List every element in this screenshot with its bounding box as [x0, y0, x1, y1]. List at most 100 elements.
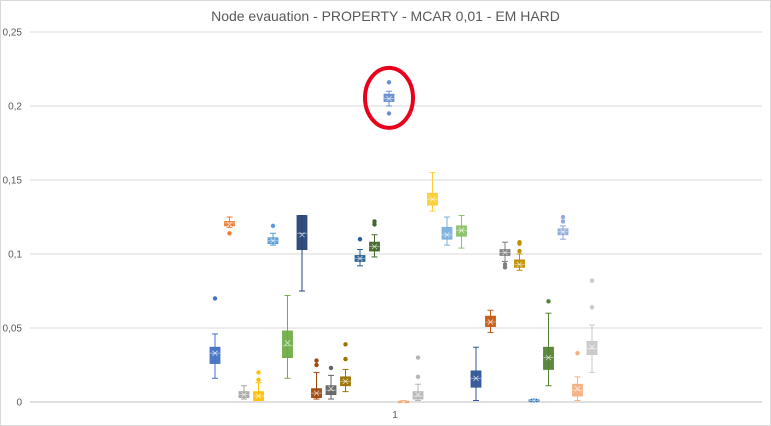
box-series-7 [296, 215, 308, 292]
box [209, 346, 221, 364]
box-series-19 [470, 346, 482, 402]
box-series-24 [543, 299, 554, 387]
box [543, 346, 554, 370]
box-series-12 [369, 219, 380, 258]
box-series-1 [209, 296, 221, 379]
y-tick-label: 0,25 [3, 28, 23, 39]
box-series-10 [340, 342, 351, 393]
box-series-25 [557, 214, 569, 240]
mean-marker [415, 391, 421, 398]
mean-marker [545, 354, 552, 361]
outlier-point [270, 223, 276, 229]
box [514, 259, 525, 268]
outlier-point [546, 299, 551, 304]
y-tick-label: 0,15 [3, 176, 23, 187]
outlier-point [256, 377, 261, 382]
mean-marker [531, 397, 537, 404]
box-series-26 [572, 350, 583, 402]
outlier-point [386, 111, 392, 116]
y-tick-label: 0,2 [8, 102, 22, 113]
mean-marker [284, 340, 291, 346]
outlier-point [357, 237, 363, 242]
y-tick-label: 0,05 [3, 324, 23, 335]
box [470, 370, 482, 388]
box-series-27 [586, 278, 598, 373]
box [383, 93, 395, 102]
box-series-16 [427, 172, 438, 212]
outlier-point [386, 80, 392, 85]
box-series-3 [238, 385, 250, 400]
mean-marker [241, 391, 247, 398]
mean-marker [429, 196, 436, 203]
box-series [209, 80, 598, 405]
x-tick-label: 1 [392, 410, 398, 421]
outlier-point [372, 219, 377, 224]
mean-marker [487, 319, 494, 325]
outlier-point [560, 214, 566, 220]
outlier-point [343, 342, 348, 347]
mean-marker [473, 375, 479, 382]
outlier-point [517, 248, 522, 254]
box [282, 330, 293, 358]
box-series-23 [528, 397, 540, 404]
outlier-point [227, 231, 232, 236]
box-series-13 [383, 80, 395, 116]
box [441, 226, 453, 240]
box-series-20 [485, 309, 496, 333]
box [586, 340, 598, 356]
outlier-point [589, 278, 595, 283]
box-series-17 [441, 216, 453, 246]
outlier-point [343, 356, 348, 362]
mean-marker [270, 237, 276, 244]
box [456, 225, 467, 237]
y-axis-ticks: 0 0,05 0,1 0,15 0,2 0,25 [3, 28, 23, 409]
mean-marker [342, 378, 349, 385]
box-series-4 [253, 370, 264, 402]
mean-marker [371, 243, 378, 250]
mean-marker [458, 227, 465, 234]
box-series-5 [267, 223, 279, 246]
mean-marker [255, 393, 262, 399]
mean-marker [357, 255, 363, 262]
x-axis-ticks: 1 [392, 410, 398, 421]
outlier-point [560, 219, 566, 224]
box-series-9 [325, 365, 337, 400]
box [296, 215, 308, 250]
outlier-point [517, 239, 522, 245]
box-series-22 [514, 239, 525, 271]
annotations [363, 65, 415, 130]
mean-marker [516, 261, 523, 268]
box [412, 391, 424, 400]
mean-marker [560, 229, 566, 235]
mean-marker [299, 231, 305, 238]
chart-title: Node evauation - PROPERTY - MCAR 0,01 - … [211, 8, 560, 24]
outlier-point [328, 365, 334, 371]
box-series-14 [398, 399, 409, 405]
box-series-11 [354, 237, 366, 267]
y-tick-label: 0,1 [8, 250, 22, 261]
outlier-point [415, 355, 421, 360]
box-series-18 [456, 215, 467, 249]
outlier-point [575, 350, 580, 356]
mean-marker [313, 390, 320, 396]
outlier-point [256, 370, 261, 375]
box-series-8 [311, 358, 322, 400]
mean-marker [502, 249, 508, 256]
box-series-2 [224, 216, 235, 236]
mean-marker [589, 344, 595, 351]
gridlines [30, 31, 762, 403]
mean-marker [386, 95, 392, 102]
box-series-21 [499, 241, 511, 270]
mean-marker [212, 350, 218, 356]
mean-marker [400, 399, 407, 405]
box-series-6 [282, 294, 293, 379]
highlight-ellipse [363, 65, 415, 130]
box [485, 315, 496, 327]
mean-marker [574, 385, 581, 392]
box [224, 221, 235, 227]
box-series-15 [412, 355, 424, 402]
mean-marker [226, 221, 233, 228]
mean-marker [444, 231, 450, 238]
